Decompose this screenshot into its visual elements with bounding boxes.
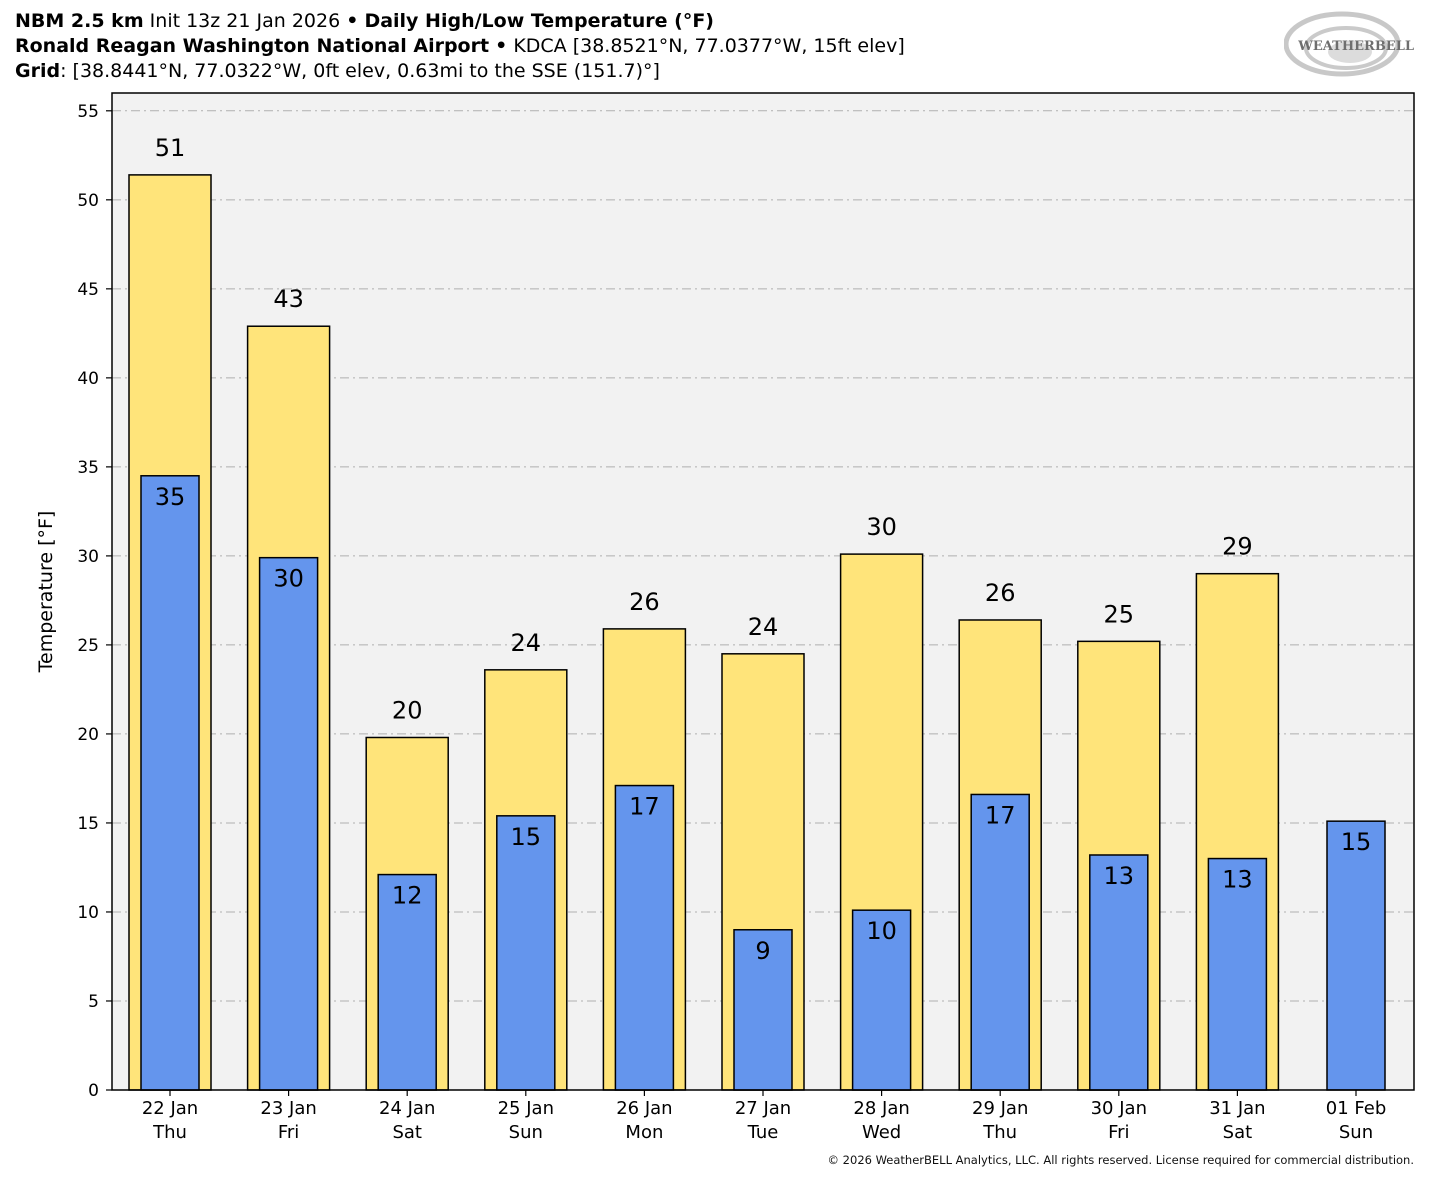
low-temp-bar <box>614 784 675 1091</box>
high-temp-label: 24 <box>511 629 542 657</box>
low-temp-label: 15 <box>1341 828 1372 856</box>
x-tick-day: Sat <box>1223 1122 1253 1143</box>
axes: 0 5 10 15 20 25 30 35 40 45 50 55 22 Jan Thu 23 Jan Fri… <box>77 102 1386 1143</box>
low-temp-label: 15 <box>511 823 542 851</box>
bars: 51 35 43 30 20 12 24 15 26 17 24 9 30 10 26 17 25 13 29 13 1… <box>128 134 1386 1091</box>
x-tick-day: Mon <box>625 1122 663 1143</box>
y-tick-label: 55 <box>77 102 99 122</box>
chart-header-line-3: Grid: [38.8441°N, 77.0322°W, 0ft elev, 0… <box>15 59 660 83</box>
x-tick-day: Sun <box>509 1122 543 1143</box>
low-temp-label: 9 <box>755 937 770 965</box>
y-tick-label: 0 <box>88 1081 99 1101</box>
y-tick-label: 10 <box>77 903 99 923</box>
y-tick-label: 50 <box>77 191 99 211</box>
low-temp-label: 12 <box>392 882 423 910</box>
y-tick-label: 40 <box>77 369 99 389</box>
x-tick-date: 22 Jan <box>142 1098 198 1119</box>
x-tick-date: 24 Jan <box>379 1098 435 1119</box>
x-tick-date: 31 Jan <box>1209 1098 1265 1119</box>
x-tick-date: 27 Jan <box>735 1098 791 1119</box>
product-title: Daily High/Low Temperature (°F) <box>364 10 714 32</box>
low-temp-bar <box>496 815 556 1091</box>
x-tick-day: Wed <box>862 1122 901 1143</box>
low-temp-label: 13 <box>1222 866 1253 894</box>
low-temp-bar <box>970 793 1030 1091</box>
high-temp-label: 26 <box>985 579 1016 607</box>
y-tick-label: 25 <box>77 636 99 656</box>
chart-header-line-1: NBM 2.5 km Init 13z 21 Jan 2026 • Daily … <box>15 9 714 33</box>
low-temp-bar <box>733 929 793 1091</box>
low-temp-bar <box>851 909 912 1091</box>
high-temp-label: 25 <box>1104 600 1135 628</box>
weatherbell-logo: WEATHERBELL <box>1284 11 1414 77</box>
x-tick-date: 28 Jan <box>853 1098 909 1119</box>
low-temp-bar <box>140 475 200 1091</box>
high-temp-label: 20 <box>392 696 423 724</box>
station-details: KDCA [38.8521°N, 77.0377°W, 15ft elev] <box>513 35 905 57</box>
x-tick-day: Tue <box>747 1122 779 1143</box>
x-tick-day: Sun <box>1339 1122 1373 1143</box>
x-tick-date: 26 Jan <box>616 1098 672 1119</box>
low-temp-label: 17 <box>629 793 660 821</box>
x-tick-date: 01 Feb <box>1326 1098 1387 1119</box>
x-tick-date: 30 Jan <box>1091 1098 1147 1119</box>
x-tick-date: 25 Jan <box>498 1098 554 1119</box>
y-tick-label: 20 <box>77 725 99 745</box>
high-temp-label: 51 <box>155 134 186 162</box>
high-temp-label: 24 <box>748 613 779 641</box>
svg-text:WEATHERBELL: WEATHERBELL <box>1297 39 1414 54</box>
y-tick-label: 45 <box>77 280 99 300</box>
x-tick-date: 29 Jan <box>972 1098 1028 1119</box>
x-tick-day: Thu <box>982 1122 1017 1143</box>
low-temp-label: 30 <box>273 565 304 593</box>
grid-details: : [38.8441°N, 77.0322°W, 0ft elev, 0.63m… <box>60 60 660 82</box>
copyright-notice: © 2026 WeatherBELL Analytics, LLC. All r… <box>827 1153 1414 1167</box>
high-temp-label: 26 <box>629 588 660 616</box>
low-temp-label: 13 <box>1104 862 1135 890</box>
header-separator: • <box>495 35 508 57</box>
low-temp-label: 17 <box>985 801 1016 829</box>
low-temp-bar <box>377 873 437 1091</box>
grid-label: Grid <box>15 60 61 82</box>
header-separator: • <box>346 10 359 32</box>
low-temp-bar <box>1326 820 1386 1091</box>
x-tick-day: Sat <box>392 1122 422 1143</box>
x-tick-date: 23 Jan <box>260 1098 316 1119</box>
model-name: NBM 2.5 km <box>15 10 144 32</box>
y-tick-label: 5 <box>88 992 99 1012</box>
high-temp-label: 29 <box>1222 533 1253 561</box>
init-time: Init 13z 21 Jan 2026 <box>149 10 341 32</box>
y-tick-label: 35 <box>77 458 99 478</box>
low-temp-label: 35 <box>155 483 186 511</box>
x-tick-day: Fri <box>1108 1122 1129 1143</box>
low-temp-bar <box>258 556 319 1091</box>
y-tick-label: 15 <box>77 814 99 834</box>
high-temp-label: 30 <box>866 513 897 541</box>
x-tick-day: Fri <box>278 1122 299 1143</box>
x-tick-day: Thu <box>152 1122 187 1143</box>
station-name: Ronald Reagan Washington National Airpor… <box>15 35 490 57</box>
chart-header-line-2: Ronald Reagan Washington National Airpor… <box>15 34 905 58</box>
y-tick-label: 30 <box>77 547 99 567</box>
high-temp-label: 43 <box>273 285 304 313</box>
low-temp-bar <box>1089 854 1149 1091</box>
low-temp-label: 10 <box>866 917 897 945</box>
y-axis-label: Temperature [°F] <box>35 511 57 674</box>
